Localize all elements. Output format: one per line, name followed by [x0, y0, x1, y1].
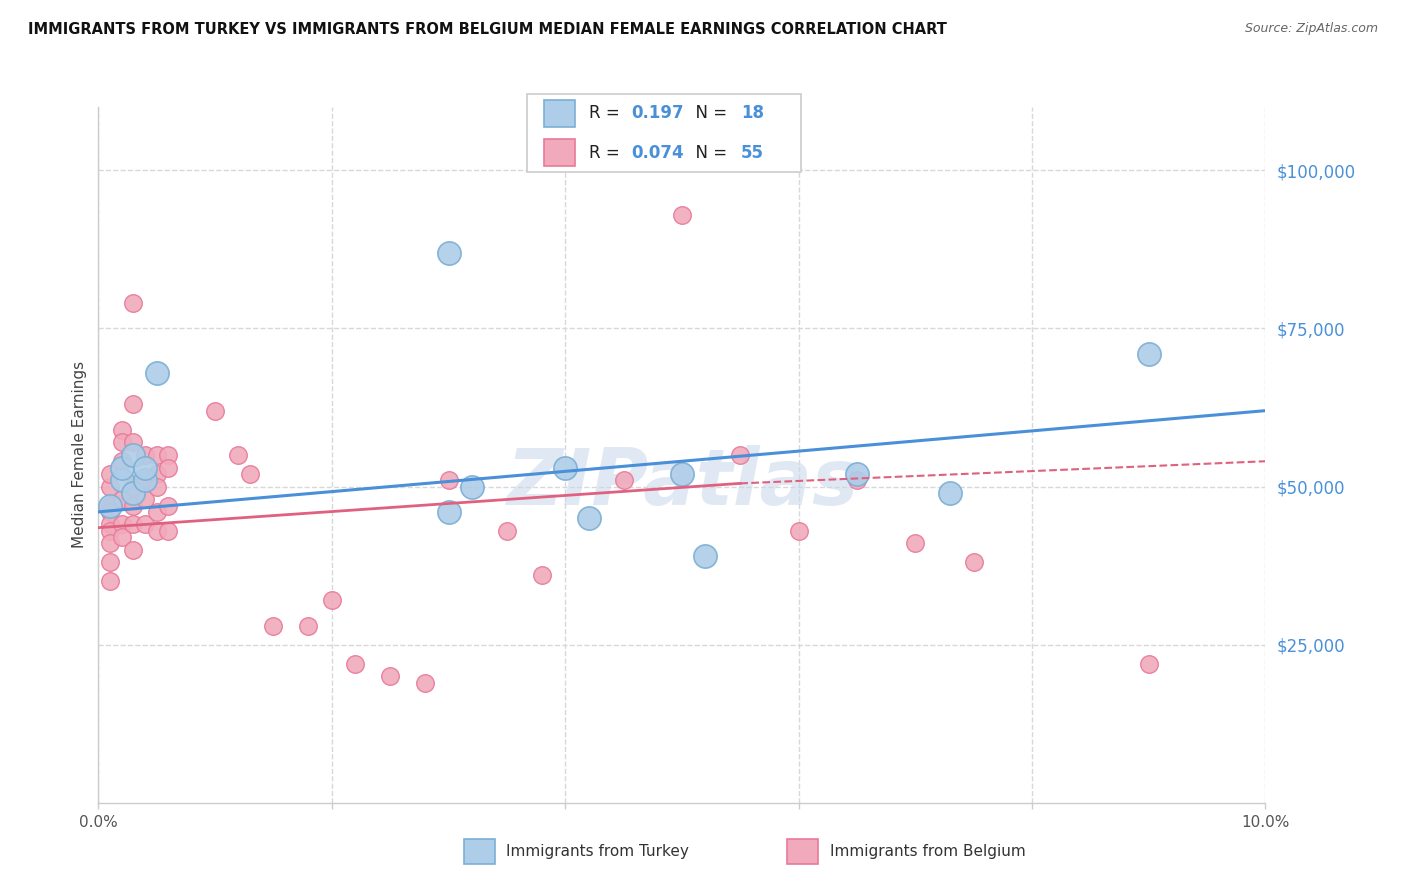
Text: IMMIGRANTS FROM TURKEY VS IMMIGRANTS FROM BELGIUM MEDIAN FEMALE EARNINGS CORRELA: IMMIGRANTS FROM TURKEY VS IMMIGRANTS FRO…: [28, 22, 948, 37]
Point: [554, 460, 576, 475]
Point: [98, 556, 121, 570]
Point: [146, 448, 169, 462]
Point: [612, 473, 634, 487]
Point: [728, 448, 751, 462]
Point: [671, 467, 693, 481]
Point: [122, 542, 145, 557]
Text: 0.197: 0.197: [631, 104, 683, 122]
Text: 18: 18: [741, 104, 763, 122]
Point: [134, 473, 156, 487]
Text: 55: 55: [741, 144, 763, 161]
Point: [122, 479, 145, 493]
Text: ZIPatlas: ZIPatlas: [506, 445, 858, 521]
Text: Source: ZipAtlas.com: Source: ZipAtlas.com: [1244, 22, 1378, 36]
Point: [461, 479, 484, 493]
Point: [146, 505, 169, 519]
Point: [134, 492, 156, 507]
Point: [134, 473, 156, 487]
Point: [122, 486, 145, 500]
Point: [157, 448, 180, 462]
Point: [134, 460, 156, 475]
Point: [239, 467, 262, 481]
Point: [157, 460, 180, 475]
Point: [495, 524, 517, 538]
Point: [695, 549, 717, 563]
Point: [157, 524, 180, 538]
Point: [228, 448, 250, 462]
Y-axis label: Median Female Earnings: Median Female Earnings: [72, 361, 87, 549]
Point: [122, 448, 145, 462]
Point: [111, 473, 134, 487]
Point: [122, 435, 145, 450]
Point: [111, 460, 134, 475]
Point: [134, 448, 156, 462]
Point: [578, 511, 600, 525]
Point: [98, 499, 121, 513]
Point: [962, 556, 984, 570]
Point: [111, 435, 134, 450]
Point: [98, 479, 121, 493]
Point: [344, 657, 367, 671]
Point: [111, 517, 134, 532]
Text: R =: R =: [589, 144, 626, 161]
Point: [437, 505, 460, 519]
Point: [146, 524, 169, 538]
Point: [98, 467, 121, 481]
Point: [146, 479, 169, 493]
Point: [98, 499, 121, 513]
Point: [413, 675, 436, 690]
Point: [204, 403, 226, 417]
Point: [262, 618, 284, 632]
Point: [530, 568, 553, 582]
Point: [845, 467, 868, 481]
Point: [1137, 657, 1160, 671]
Point: [1137, 347, 1160, 361]
Point: [146, 467, 169, 481]
Point: [134, 517, 156, 532]
Point: [437, 245, 460, 260]
Point: [111, 423, 134, 437]
Point: [111, 454, 134, 468]
Point: [671, 208, 693, 222]
Text: N =: N =: [685, 104, 733, 122]
Point: [146, 366, 169, 380]
Point: [122, 397, 145, 411]
Point: [98, 524, 121, 538]
Point: [157, 499, 180, 513]
Point: [845, 473, 868, 487]
Point: [378, 669, 402, 683]
Point: [98, 536, 121, 550]
Point: [111, 492, 134, 507]
Text: N =: N =: [685, 144, 733, 161]
Point: [904, 536, 927, 550]
Point: [122, 296, 145, 310]
Text: R =: R =: [589, 104, 626, 122]
Point: [122, 517, 145, 532]
Point: [321, 593, 343, 607]
Point: [111, 530, 134, 544]
Text: Immigrants from Belgium: Immigrants from Belgium: [830, 845, 1025, 859]
Point: [437, 473, 460, 487]
Point: [787, 524, 810, 538]
Point: [98, 505, 121, 519]
Text: 0.074: 0.074: [631, 144, 683, 161]
Point: [939, 486, 962, 500]
Point: [297, 618, 319, 632]
Point: [122, 499, 145, 513]
Point: [98, 517, 121, 532]
Point: [98, 574, 121, 589]
Text: Immigrants from Turkey: Immigrants from Turkey: [506, 845, 689, 859]
